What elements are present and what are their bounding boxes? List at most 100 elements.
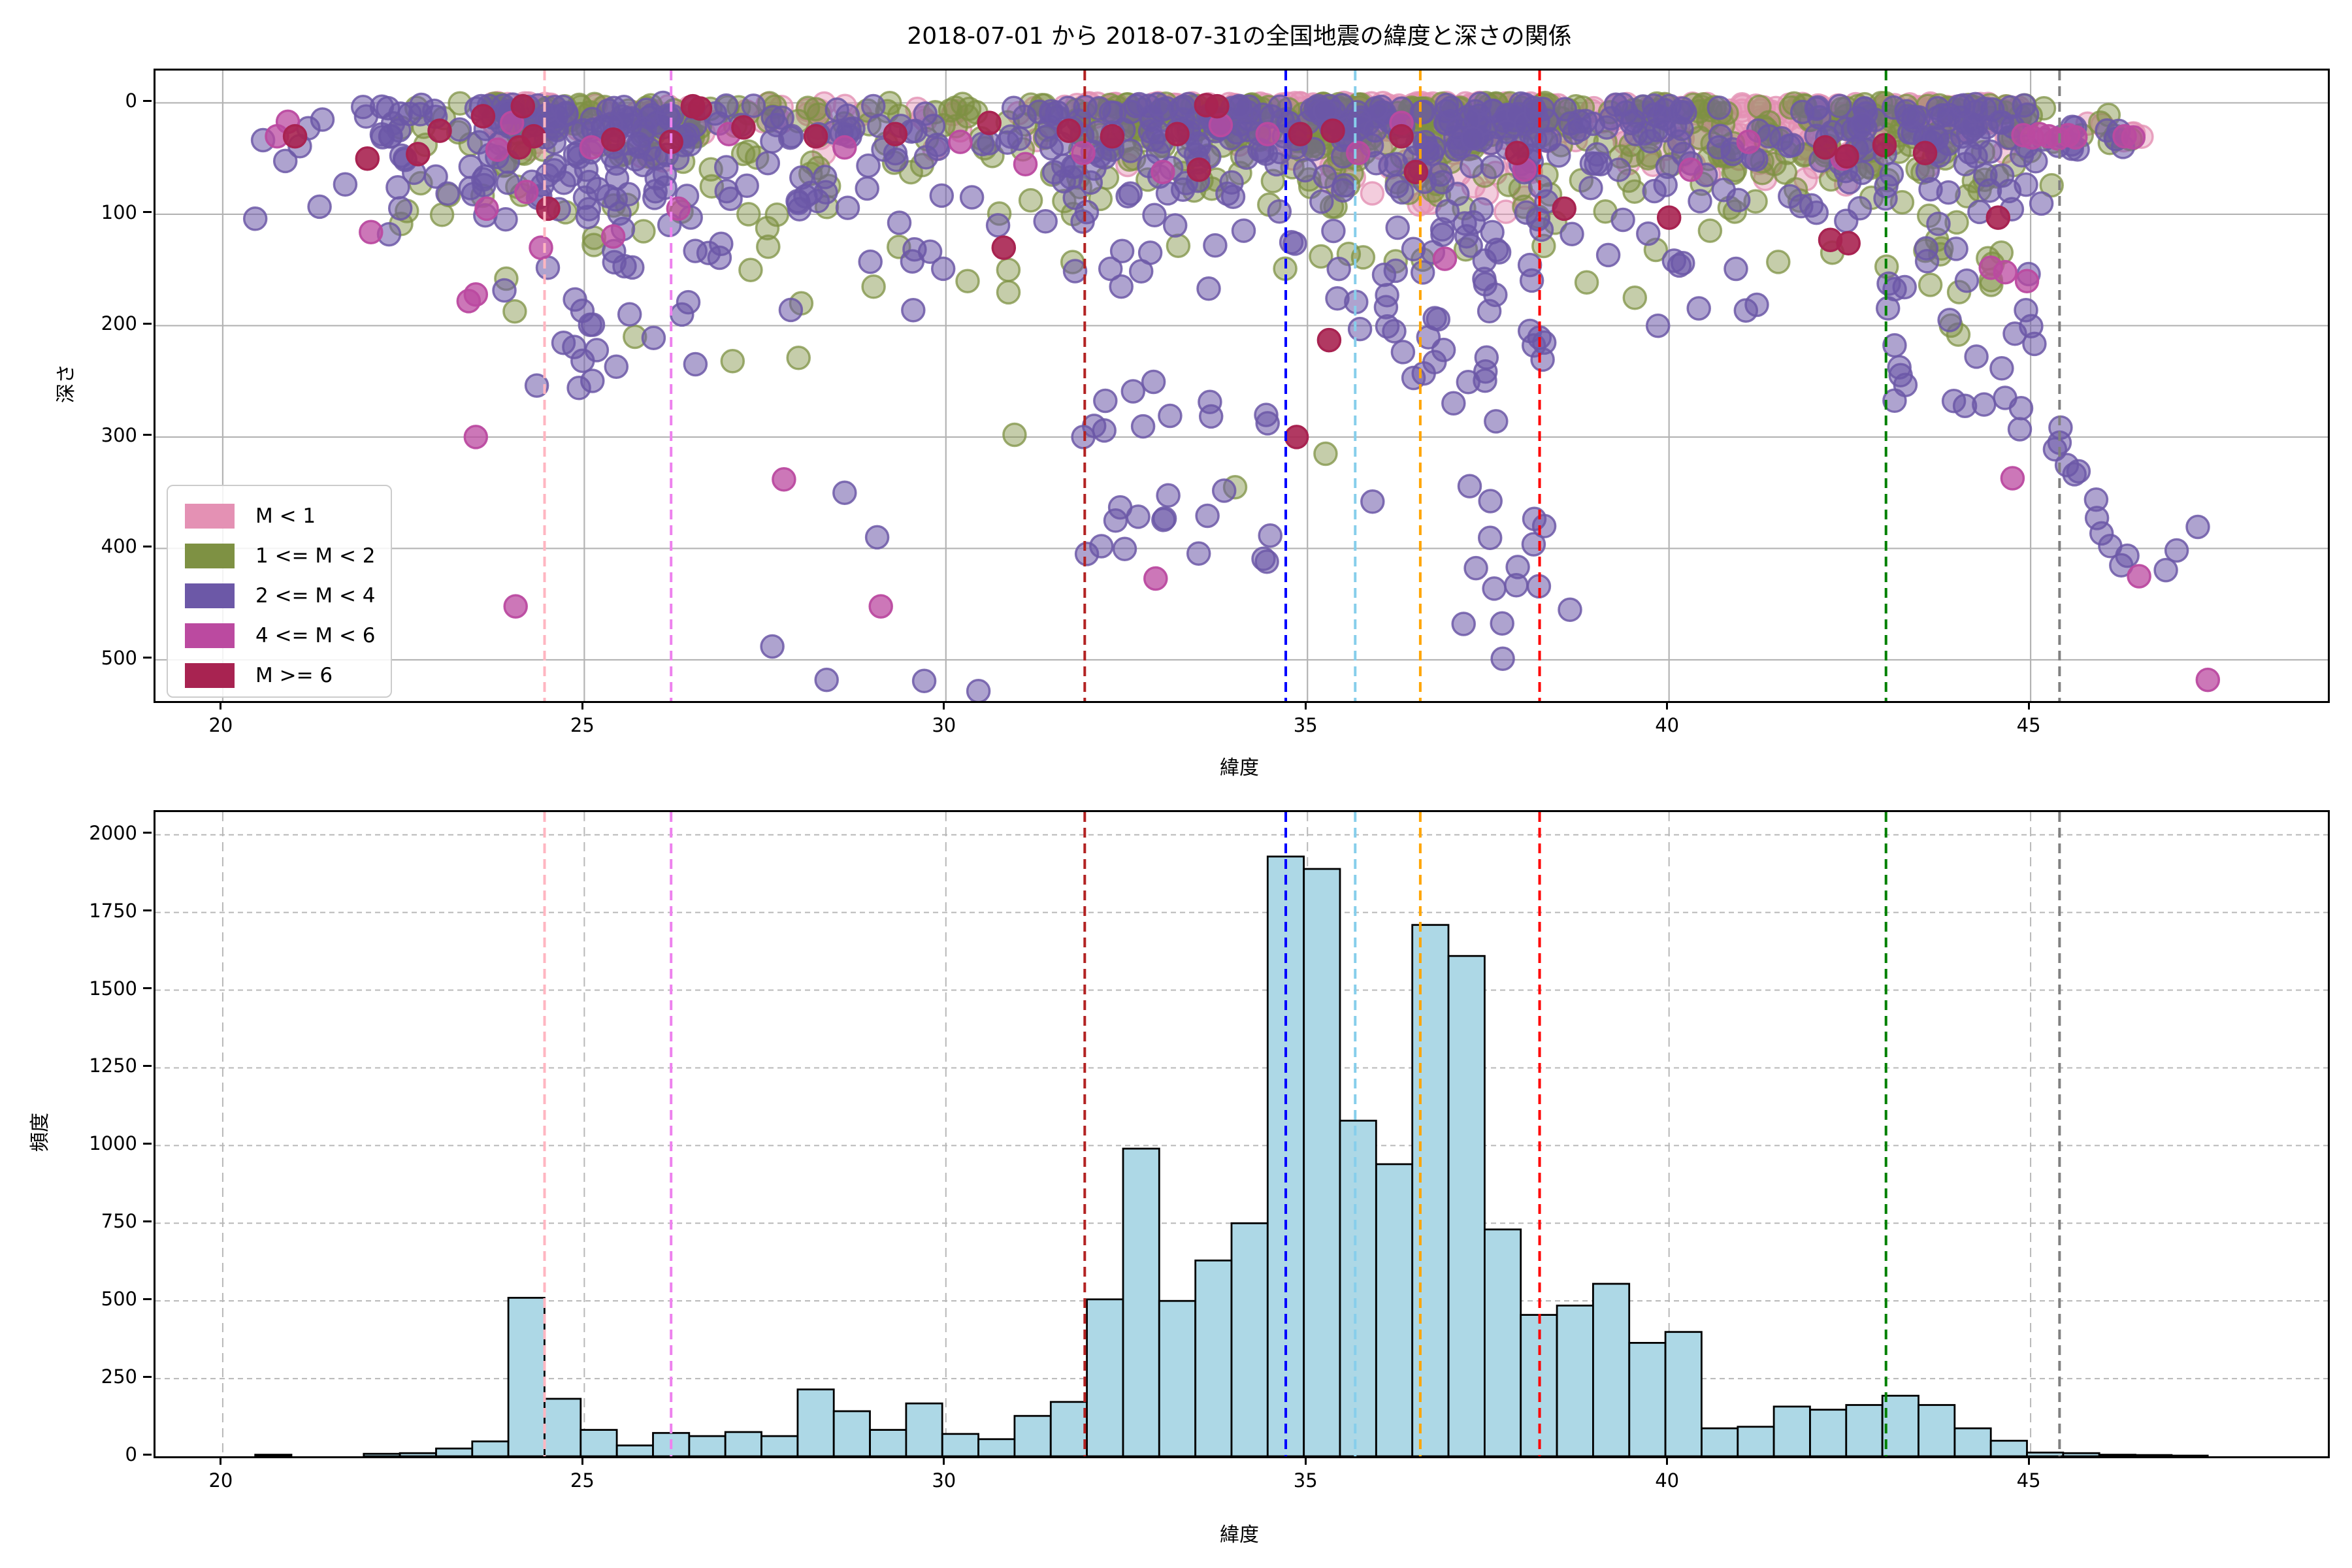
y-tick [143,1375,152,1378]
hist-bar [724,1431,762,1456]
hist-bar [1845,1404,1884,1456]
hist-bar [1664,1331,1703,1456]
scatter-canvas [155,71,2328,701]
x-tick-label: 25 [570,714,595,736]
legend-label: M >= 6 [255,664,333,687]
y-tick-label: 1750 [89,899,137,922]
hist-bar [1989,1439,2028,1456]
x-tick [581,701,583,710]
x-tick-label: 35 [1293,714,1318,736]
histogram-bars [254,855,2209,1456]
y-tick [143,1453,152,1456]
legend-label: 4 <= M < 6 [255,624,376,647]
legend-label: 2 <= M < 4 [255,584,376,608]
scatter-axes [154,69,2330,703]
x-tick-label: 30 [932,714,956,736]
hist-bar [1447,955,1486,1456]
x-tick-label: 35 [1293,1469,1318,1492]
hist-bar [254,1454,293,1456]
y-tick [143,211,152,214]
scatter-x-axis-label: 緯度 [1220,757,1259,779]
hist-bar [1194,1259,1233,1456]
x-tick [1666,1456,1669,1465]
x-tick [581,1456,583,1465]
x-tick-label: 20 [208,714,233,736]
hist-bar [1592,1282,1631,1456]
hist-bar [1266,855,1305,1456]
y-tick-label: 300 [101,423,137,446]
hist-bar [688,1435,727,1456]
legend-item: 1 <= M < 2 [185,539,391,573]
y-tick [143,987,152,990]
hist-bar [977,1438,1016,1456]
hist-bar [2134,1454,2173,1456]
hist-bar [2062,1452,2100,1456]
y-tick [143,1142,152,1145]
hist-bar [615,1445,654,1456]
hist-bar [796,1388,835,1456]
hist-bar [544,1397,582,1456]
histogram-canvas [155,812,2328,1456]
legend-item: M < 1 [185,499,391,533]
y-tick [143,434,152,436]
hist-bar [1049,1401,1088,1456]
hist-y-axis-label: 頻度 [29,1113,52,1152]
legend-swatch [185,544,235,568]
x-tick [943,1456,945,1465]
hist-bar [1122,1147,1160,1456]
legend-swatch [185,663,235,688]
x-tick [1304,1456,1307,1465]
y-tick [143,1220,152,1222]
hist-bar [1628,1342,1667,1456]
hist-bar [1086,1298,1124,1456]
legend-item: 2 <= M < 4 [185,579,391,613]
legend-swatch [185,583,235,608]
y-tick-label: 200 [101,312,137,335]
y-tick [143,322,152,325]
hist-bar [2026,1451,2065,1456]
hist-bar [1953,1427,1992,1456]
x-tick-label: 45 [2016,1469,2041,1492]
hist-bar [760,1435,799,1456]
y-tick [143,909,152,912]
hist-bar [363,1452,401,1456]
legend-swatch [185,504,235,529]
hist-bar [2098,1454,2136,1456]
y-tick [143,657,152,659]
y-tick-label: 500 [101,1288,137,1311]
hist-bar [1701,1427,1739,1456]
hist-bar [869,1429,907,1456]
hist-bar [399,1452,437,1456]
y-tick-label: 250 [101,1365,137,1388]
x-tick [220,1456,222,1465]
hist-bar [580,1429,618,1456]
y-tick-label: 1500 [89,977,137,1000]
hist-bar [1556,1304,1594,1456]
x-tick-label: 25 [570,1469,595,1492]
hist-bar [1918,1404,1956,1456]
y-tick [143,545,152,547]
scatter-points [242,90,2221,701]
y-tick-label: 400 [101,535,137,558]
hist-bar [1375,1163,1414,1456]
y-tick-label: 1000 [89,1132,137,1155]
hist-bar [1013,1414,1052,1456]
y-tick-label: 2000 [89,821,137,844]
legend-label: M < 1 [255,504,316,528]
hist-bar [435,1447,474,1456]
x-tick [943,701,945,710]
y-tick-label: 0 [125,1443,137,1465]
hist-bar [471,1440,510,1456]
hist-bar [1303,868,1341,1456]
y-tick [143,832,152,834]
y-tick [143,1064,152,1067]
y-tick [143,99,152,102]
hist-bar [1484,1228,1522,1456]
x-tick [2027,701,2030,710]
x-tick [2027,1456,2030,1465]
legend-item: M >= 6 [185,659,391,693]
x-tick-label: 45 [2016,714,2041,736]
hist-bar [832,1410,871,1456]
hist-bar [1737,1426,1775,1456]
